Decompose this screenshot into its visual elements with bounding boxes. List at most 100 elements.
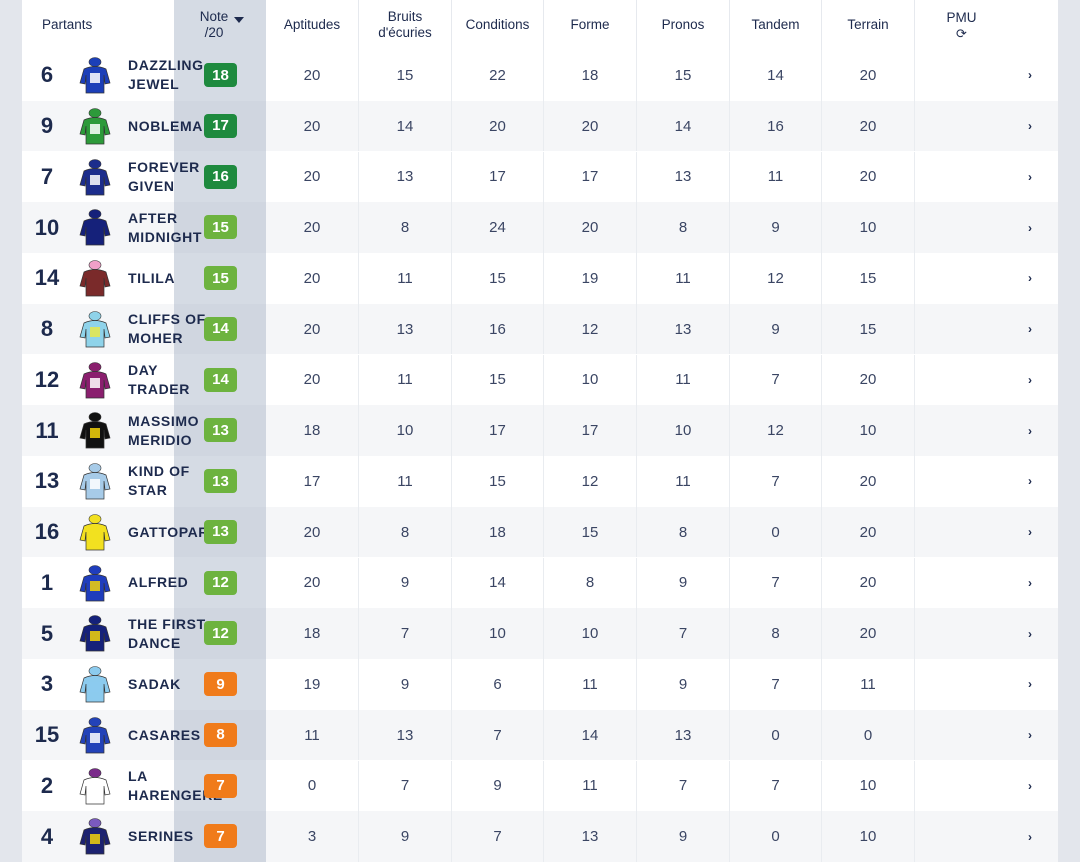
jockey-silk-icon	[78, 564, 112, 603]
chevron-right-icon[interactable]: ›	[1028, 322, 1032, 337]
cell-terrain: 0	[822, 709, 915, 761]
refresh-icon[interactable]: ⟳	[956, 26, 967, 41]
table-row[interactable]: 9 NOBLEMA 17 20 14 20 20 14 16 20 ›	[22, 100, 1058, 152]
chevron-right-icon[interactable]: ›	[1028, 220, 1032, 235]
note-badge: 13	[204, 469, 237, 493]
header-pronos[interactable]: Pronos	[637, 0, 730, 50]
runner-number: 6	[40, 62, 54, 88]
table-row[interactable]: 1 ALFRED 12 20 9 14 8 9 7 20 ›	[22, 557, 1058, 609]
runner-name[interactable]: AFTER MIDNIGHT	[128, 202, 248, 253]
runner-name[interactable]: NOBLEMA	[128, 101, 248, 152]
runner-name-text: CASARES	[128, 726, 201, 743]
runner-name[interactable]: DAZZLING JEWEL	[128, 50, 248, 101]
cell-conditions: 14	[452, 557, 544, 609]
cell-forme: 12	[544, 456, 637, 507]
header-bruits[interactable]: Bruits d'écuries	[359, 0, 452, 50]
sort-down-icon[interactable]	[234, 17, 244, 23]
chevron-right-icon[interactable]: ›	[1028, 271, 1032, 286]
cell-pmu_blank	[915, 507, 1008, 558]
cell-pmu_blank	[915, 202, 1008, 253]
cell-forme: 19	[544, 253, 637, 304]
runner-name[interactable]: TILILA	[128, 253, 248, 304]
cell-pmu_blank	[915, 608, 1008, 659]
chevron-right-icon[interactable]: ›	[1028, 728, 1032, 743]
header-pmu-label: PMU	[946, 10, 977, 25]
chevron-right-icon[interactable]: ›	[1028, 372, 1032, 387]
runner-name-text: MASSIMO MERIDIO	[128, 412, 200, 448]
cell-pronos: 7	[637, 608, 730, 659]
runner-name[interactable]: SERINES	[128, 811, 248, 862]
runner-name[interactable]: LA HARENGERE	[128, 761, 248, 812]
chevron-right-icon[interactable]: ›	[1028, 677, 1032, 692]
cell-pronos: 15	[637, 50, 730, 101]
table-row[interactable]: 14 TILILA 15 20 11 15 19 11 12 15 ›	[22, 253, 1058, 304]
note-badge: 12	[204, 621, 237, 646]
runner-name[interactable]: CLIFFS OF MOHER	[128, 304, 248, 355]
runner-name[interactable]: CASARES	[128, 710, 248, 761]
note-badge: 7	[204, 773, 237, 798]
cell-conditions: 18	[452, 506, 544, 558]
header-aptitudes[interactable]: Aptitudes	[266, 0, 359, 50]
table-row[interactable]: 8 CLIFFS OF MOHER 14 20 13 16 12 13 9 15 ›	[22, 303, 1058, 355]
note-badge: 13	[204, 519, 237, 544]
table-row[interactable]: 5 THE FIRST DANCE 12 18 7 10 10 7 8 20 ›	[22, 608, 1058, 659]
chevron-right-icon[interactable]: ›	[1028, 525, 1032, 540]
header-forme[interactable]: Forme	[544, 0, 637, 50]
runner-name[interactable]: ALFRED	[128, 558, 248, 609]
header-terrain[interactable]: Terrain	[822, 0, 915, 50]
chevron-right-icon[interactable]: ›	[1028, 169, 1032, 184]
table-row[interactable]: 13 KIND OF STAR 13 17 11 15 12 11 7 20 ›	[22, 456, 1058, 507]
cell-terrain: 15	[822, 303, 915, 355]
table-row[interactable]: 12 DAY TRADER 14 20 11 15 10 11 7 20 ›	[22, 354, 1058, 406]
cell-pmu_blank	[915, 558, 1008, 609]
cell-forme: 18	[544, 50, 637, 101]
runner-name[interactable]: MASSIMO MERIDIO	[128, 405, 248, 456]
runner-name[interactable]: KIND OF STAR	[128, 456, 248, 507]
cell-aptitudes: 20	[266, 100, 359, 152]
table-row[interactable]: 6 DAZZLING JEWEL 18 20 15 22 18 15 14 20 ›	[22, 50, 1058, 101]
cell-aptitudes: 20	[266, 253, 359, 304]
cell-terrain: 15	[822, 253, 915, 304]
header-conditions[interactable]: Conditions	[452, 0, 544, 50]
cell-bruits: 11	[359, 456, 452, 507]
runner-name[interactable]: SADAK	[128, 659, 248, 710]
runner-name[interactable]: FOREVER GIVEN	[128, 152, 248, 203]
chevron-right-icon[interactable]: ›	[1028, 829, 1032, 844]
jockey-silk-icon	[78, 361, 112, 400]
cell-forme: 8	[544, 557, 637, 609]
cell-conditions: 9	[452, 760, 544, 812]
runner-number: 14	[34, 265, 60, 291]
cell-pronos: 8	[637, 506, 730, 558]
table-row[interactable]: 4 SERINES 7 3 9 7 13 9 0 10 ›	[22, 811, 1058, 862]
table-row[interactable]: 10 AFTER MIDNIGHT 15 20 8 24 20 8 9 10 ›	[22, 202, 1058, 253]
runner-name-text: NOBLEMA	[128, 117, 203, 134]
chevron-right-icon[interactable]: ›	[1028, 423, 1032, 438]
jockey-silk-icon	[78, 57, 112, 95]
table-row[interactable]: 7 FOREVER GIVEN 16 20 13 17 17 13 11 20 ›	[22, 151, 1058, 203]
chevron-right-icon[interactable]: ›	[1028, 119, 1032, 134]
chevron-right-icon[interactable]: ›	[1028, 575, 1032, 590]
header-partants[interactable]: Partants	[42, 17, 93, 32]
table-row[interactable]: 15 CASARES 8 11 13 7 14 13 0 0 ›	[22, 709, 1058, 761]
jockey-silk-icon	[78, 666, 112, 704]
chevron-right-icon[interactable]: ›	[1028, 778, 1032, 793]
runner-name[interactable]: DAY TRADER	[128, 355, 248, 406]
chevron-right-icon[interactable]: ›	[1028, 626, 1032, 641]
table-row[interactable]: 11 MASSIMO MERIDIO 13 18 10 17 17 10 12 10 ›	[22, 405, 1058, 456]
runner-name[interactable]: THE FIRST DANCE	[128, 608, 248, 659]
note-badge: 13	[204, 418, 237, 443]
runner-number: 12	[34, 366, 60, 392]
chevron-right-icon[interactable]: ›	[1028, 68, 1032, 83]
table-row[interactable]: 3 SADAK 9 19 9 6 11 9 7 11 ›	[22, 659, 1058, 710]
chevron-right-icon[interactable]: ›	[1028, 474, 1032, 489]
header-note[interactable]: Note /20	[174, 0, 266, 50]
table-row[interactable]: 16 GATTOPARDO 13 20 8 18 15 8 0 20 ›	[22, 506, 1058, 558]
cell-terrain: 10	[822, 811, 915, 862]
cell-bruits: 9	[359, 811, 452, 862]
cell-tandem: 0	[730, 811, 822, 862]
table-row[interactable]: 2 LA HARENGERE 7 0 7 9 11 7 7 10 ›	[22, 760, 1058, 812]
cell-terrain: 20	[822, 100, 915, 152]
header-tandem[interactable]: Tandem	[730, 0, 822, 50]
runner-name-text: ALFRED	[128, 574, 189, 591]
header-pmu[interactable]: PMU ⟳	[915, 0, 1008, 50]
